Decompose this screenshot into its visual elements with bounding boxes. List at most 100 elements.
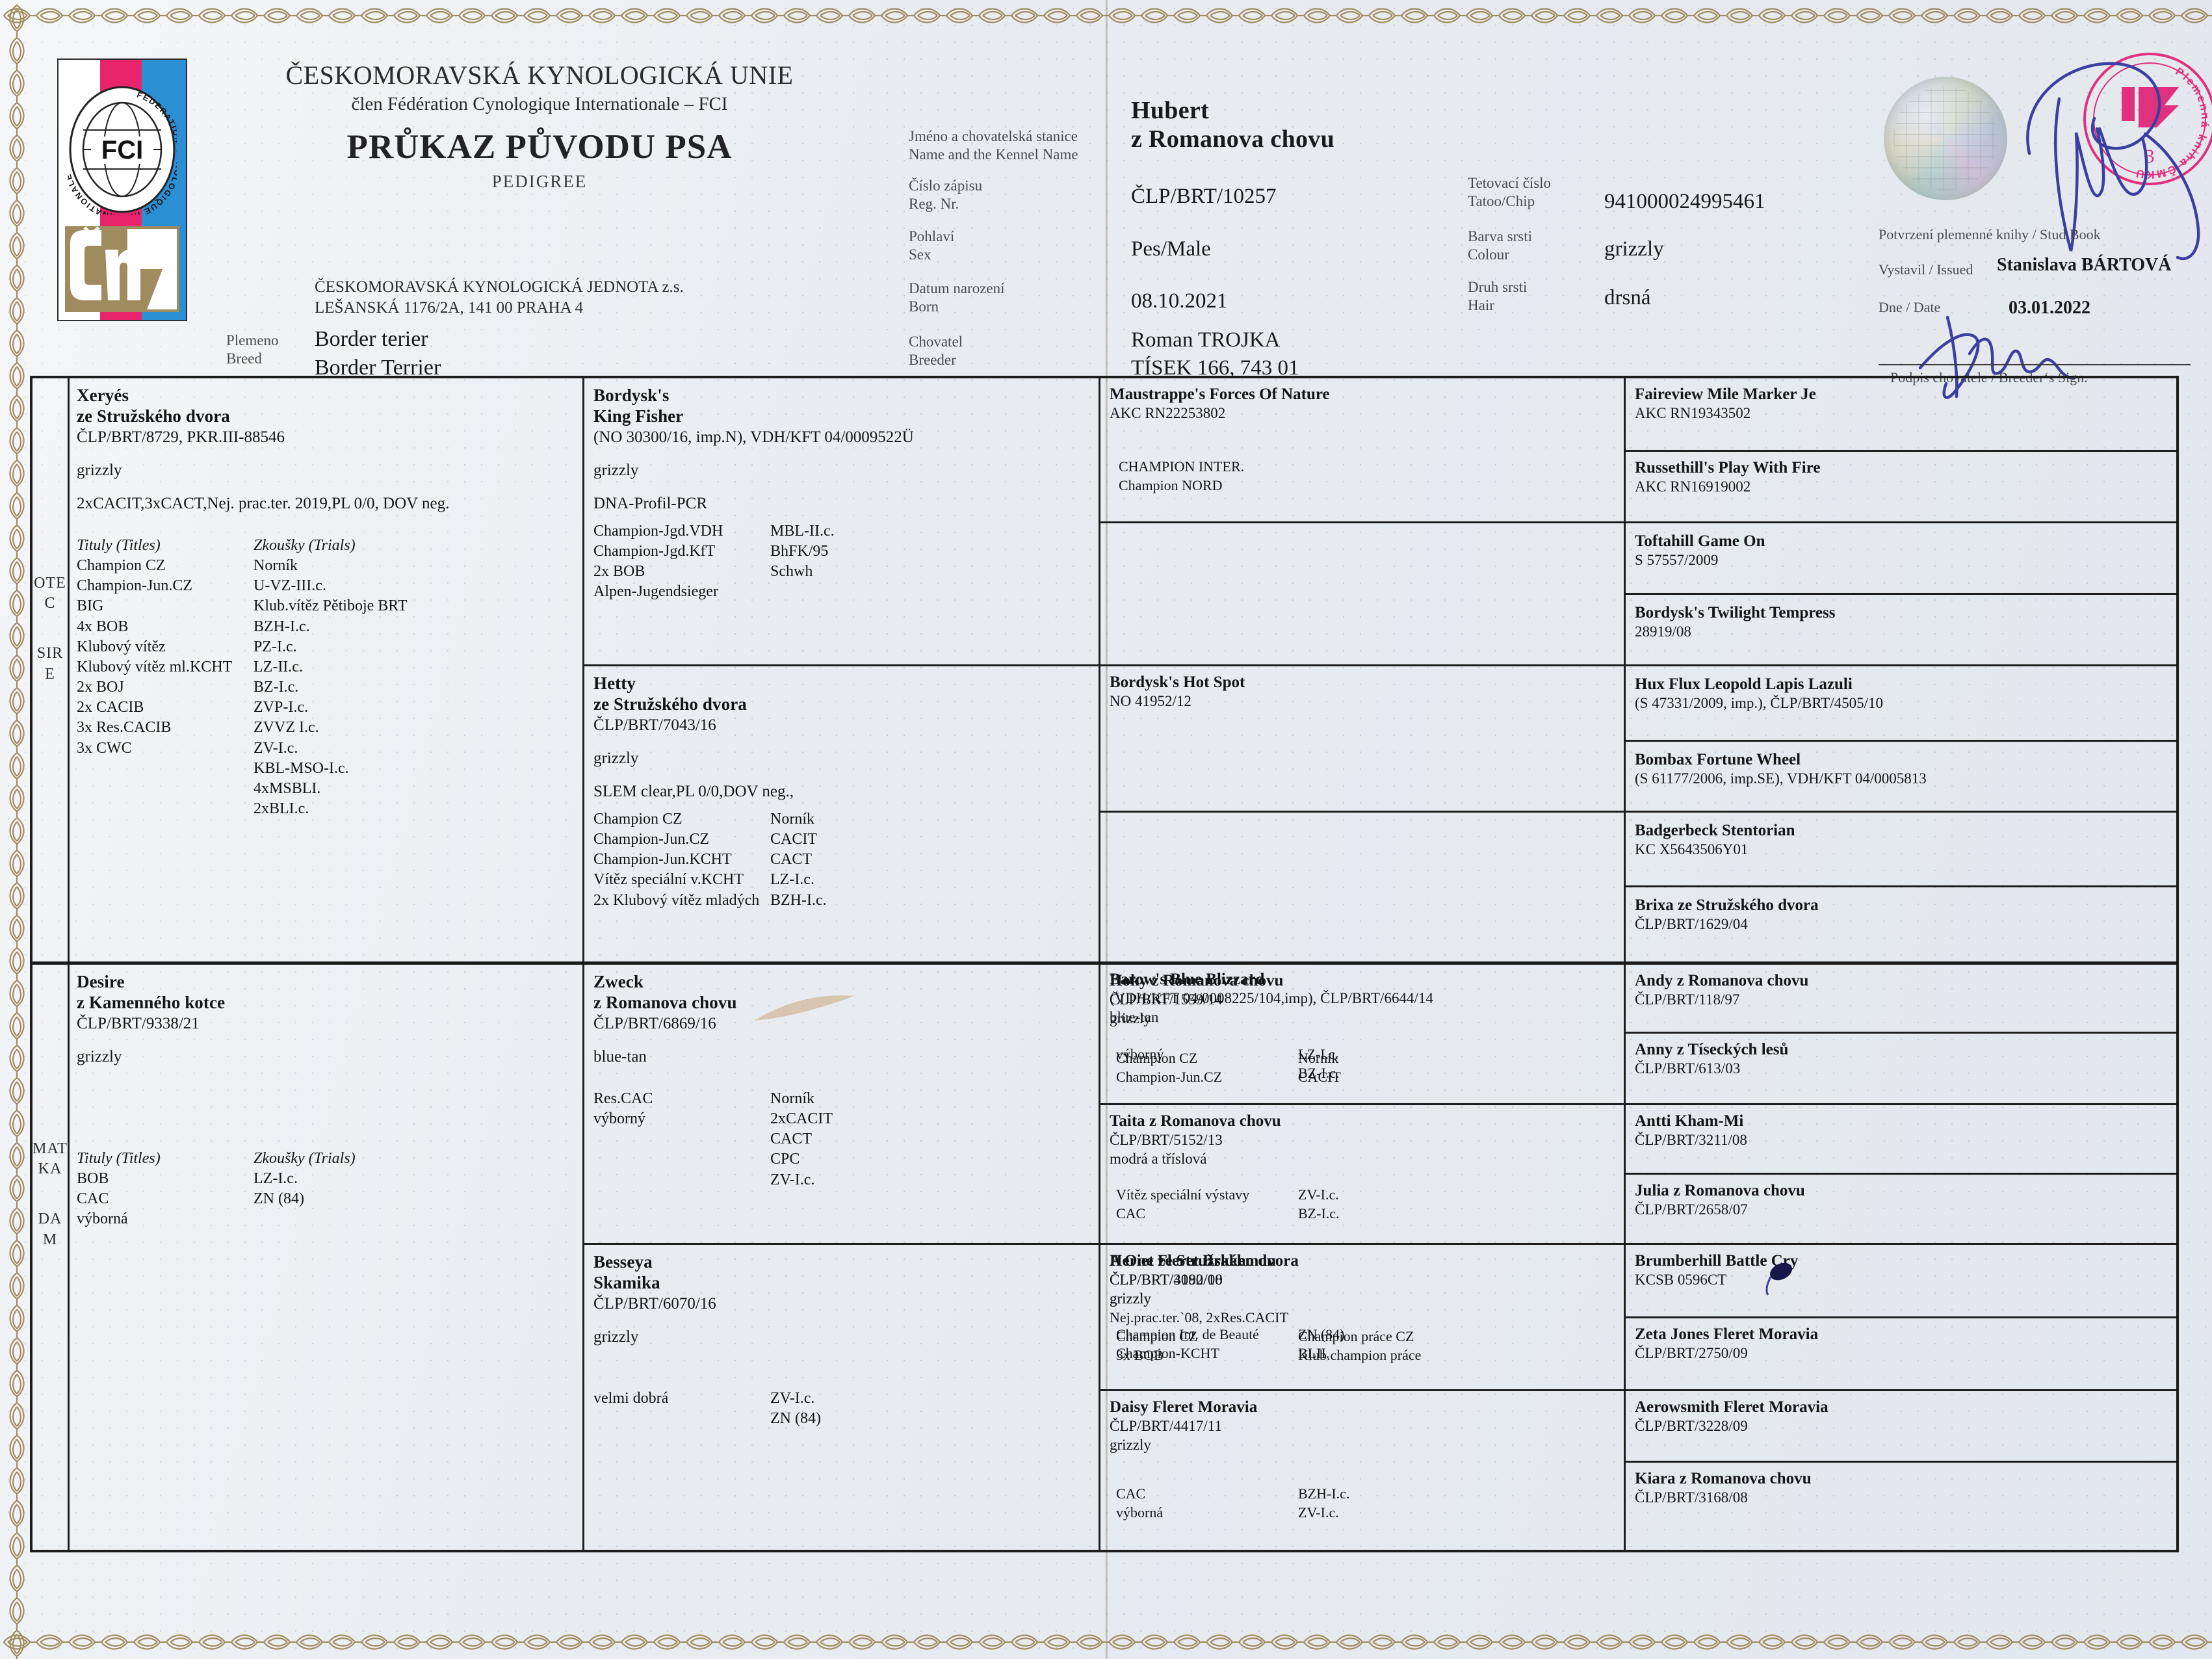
list-item: ZVP-I.c. xyxy=(254,699,308,716)
sire-mother-titles: Champion CZ Champion-Jun.CZ Champion-Jun.K… xyxy=(593,809,770,911)
guilloche-border-bottom xyxy=(3,1634,2212,1650)
fci-member-line: člen Fédération Cynologique Internationa… xyxy=(351,94,728,114)
list-item: Klub.champion práce xyxy=(1298,1347,1422,1364)
issuer-address-line2: LEŠANSKÁ 1176/2A, 141 00 PRAHA 4 xyxy=(315,299,584,317)
list-item: CAC xyxy=(1116,1205,1146,1222)
pedigree-cell-g4: Brixa ze Stružského dvora ČLP/BRT/1629/04 xyxy=(1635,896,1819,932)
pedigree-cell-g3: Hoky z Romanova chovu ČLP/BRT/1559/14 gr… xyxy=(1100,965,1624,1103)
pedigree-cell-g4: Faireview Mile Marker Je AKC RN19343502 xyxy=(1635,385,1816,421)
list-item: Champion-Jun.CZ xyxy=(593,830,709,848)
list-item: BZ-I.c. xyxy=(254,679,299,696)
organization-title: ČESKOMORAVSKÁ KYNOLOGICKÁ UNIE xyxy=(285,60,794,90)
pedigree-cell-g4: Antti Kham-Mi ČLP/BRT/3211/08 xyxy=(1635,1112,1747,1148)
list-item: Champion CZ xyxy=(593,810,683,828)
list-item: ZV-I.c. xyxy=(1298,1186,1339,1203)
list-item: BOB xyxy=(77,1169,109,1187)
list-item: U-VZ-III.c. xyxy=(254,577,326,595)
dam-father-titles: Res.CAC výborný xyxy=(593,1089,770,1190)
list-item: LZ-II.c. xyxy=(254,658,303,675)
list-item: Klubový vítěz ml.KCHT xyxy=(77,658,233,675)
list-item: Alpen-Jugendsieger xyxy=(593,583,718,601)
dam-titles-list: BOB CAC výborná xyxy=(77,1169,254,1230)
cmku-logo-icon xyxy=(65,226,179,312)
tattoo-chip-value: 941000024995461 xyxy=(1604,190,1765,213)
hologram-seal xyxy=(1884,77,2007,200)
dog-name-label: Jméno a chovatelská stanice Name and the … xyxy=(909,128,1078,163)
birth-date-label: Datum narození Born xyxy=(909,280,1005,315)
list-item: Champion Int. de Beauté xyxy=(1116,1326,1259,1343)
list-item: 2x BOB xyxy=(593,563,645,581)
list-item: 3x BOB xyxy=(1116,1347,1164,1364)
sire-mother-cell: Hetty ze Stružského dvora ČLP/BRT/7043/1… xyxy=(584,666,1099,961)
guilloche-border-top xyxy=(3,8,2212,23)
sire-colour: grizzly xyxy=(77,461,122,479)
list-item: Champion-Jun.CZ xyxy=(77,577,192,595)
list-item: 3x CWC xyxy=(77,739,132,757)
issue-date-label: Dne / Date xyxy=(1879,299,1941,315)
list-item: CPC xyxy=(770,1151,800,1168)
list-item: Norník xyxy=(254,556,298,574)
dam-father-cell: Zweck z Romanova chovu ČLP/BRT/6869/16 b… xyxy=(584,965,1099,1243)
list-item: CACIT xyxy=(1298,1069,1341,1086)
list-item: ZN (84) xyxy=(1298,1326,1345,1343)
list-item: 4xMSBLI. xyxy=(254,780,321,798)
list-item: Norník xyxy=(770,1090,814,1107)
list-item: ZV-I.c. xyxy=(254,739,298,757)
pedigree-cell-g4: Zeta Jones Fleret Moravia ČLP/BRT/2750/09 xyxy=(1635,1326,1819,1361)
trials-header: Zkoušky (Trials) xyxy=(254,536,356,554)
list-item: ZN (84) xyxy=(770,1409,821,1427)
sire-side-label: OTEC SIRE xyxy=(34,575,66,683)
sire-trials-list: Norník U-VZ-III.c. Klub.vítěz Pětiboje BRT… xyxy=(254,556,423,819)
dog-name-value: Hubert z Romanova chovu xyxy=(1131,97,1335,153)
pedigree-cell-g4: Toftahill Game On S 57557/2009 xyxy=(1635,532,1765,568)
list-item: 2xCACIT xyxy=(770,1110,833,1127)
page-title: PRŮKAZ PŮVODU PSA xyxy=(346,128,733,166)
list-item: výborná xyxy=(1116,1504,1164,1521)
list-item: Champion NORD xyxy=(1119,477,1223,493)
list-item: Champion-Jgd.KfT xyxy=(593,542,716,560)
list-item: výborný xyxy=(593,1110,645,1127)
list-item: BZ-I.c. xyxy=(1298,1065,1340,1082)
pedigree-cell-g3: Bordysk's Hot Spot NO 41952/12 xyxy=(1110,673,1245,709)
list-item: CAC xyxy=(77,1190,109,1208)
dam-mother-cell: Besseya Skamika ČLP/BRT/6070/16 grizzly … xyxy=(584,1245,1099,1553)
pedigree-cell-g4: Anny z Tíseckých lesů ČLP/BRT/613/03 xyxy=(1635,1041,1789,1077)
list-item: Champion CZ xyxy=(1116,1050,1198,1067)
registration-number-label: Číslo zápisu Reg. Nr. xyxy=(909,177,983,213)
pedigree-cell-g3: Heriet ze Stružského dvora ČLP/BRT/3182/… xyxy=(1100,1245,1624,1553)
sire-father-trials: MBL-II.c. BhFK/95 Schwh xyxy=(770,521,939,603)
pedigree-table: OTEC SIRE MATKA DAM Xeryés ze Stružského… xyxy=(30,376,2179,1552)
sire-reg: ČLP/BRT/8729, PKR.III-88546 xyxy=(77,428,285,446)
breeder-value: Roman TROJKA TÍSEK 166, 743 01 xyxy=(1131,328,1299,380)
list-item: ZVVZ I.c. xyxy=(254,719,319,737)
list-item: BhFK/95 xyxy=(770,542,829,560)
sire-father-titles: Champion-Jgd.VDH Champion-Jgd.KfT 2x BOB Al… xyxy=(593,521,770,603)
list-item: BZH-I.c. xyxy=(770,891,827,909)
issuer-address-line1: ČESKOMORAVSKÁ KYNOLOGICKÁ JEDNOTA z.s. xyxy=(315,278,684,296)
sex-label: Pohlaví Sex xyxy=(909,228,955,263)
dam-colour: grizzly xyxy=(77,1047,122,1065)
sire-notes: 2xCACIT,3xCACT,Nej. prac.ter. 2019,PL 0/… xyxy=(77,494,450,512)
issue-date-value: 03.01.2022 xyxy=(2009,298,2090,318)
list-item: CAC xyxy=(1116,1485,1146,1502)
registrar-signature xyxy=(2026,62,2200,260)
list-item: Champion-Jgd.VDH xyxy=(593,522,723,540)
breeder-signature xyxy=(1918,315,2075,399)
pedigree-cell-g4: Russethill's Play With Fire AKC RN1691900… xyxy=(1635,459,1821,495)
list-item: Vítěz speciální výstavy xyxy=(1116,1186,1250,1203)
document-header: FCI FEDERATION CYNOLOGIQUE INTERNATIONAL… xyxy=(0,26,2212,399)
pedigree-cell-g3: Daisy Fleret Moravia ČLP/BRT/4417/11 gri… xyxy=(1100,1391,1624,1553)
pedigree-cell-g4: Bordysk's Twilight Tempress 28919/08 xyxy=(1635,604,1836,640)
hair-label: Druh srsti Hair xyxy=(1468,279,1528,314)
list-item: 3x Res.CACIB xyxy=(77,719,172,737)
breed-label: Plemeno Breed xyxy=(226,332,279,367)
pedigree-cell-g3: Taita z Romanova chovu ČLP/BRT/5152/13 m… xyxy=(1100,1105,1624,1243)
list-item: LZ-I.c. xyxy=(254,1169,298,1187)
list-item: Champion CZ xyxy=(77,556,166,574)
breeder-label: Chovatel Breeder xyxy=(909,333,963,369)
pedigree-cell-g4: Brumberhill Battle Cry KCSB 0596CT xyxy=(1635,1252,1799,1288)
list-item: ZV-I.c. xyxy=(770,1389,815,1407)
tattoo-chip-label: Tetovací číslo Tatoo/Chip xyxy=(1468,175,1552,210)
list-item: Vítěz speciální v.KCHT xyxy=(593,871,744,889)
